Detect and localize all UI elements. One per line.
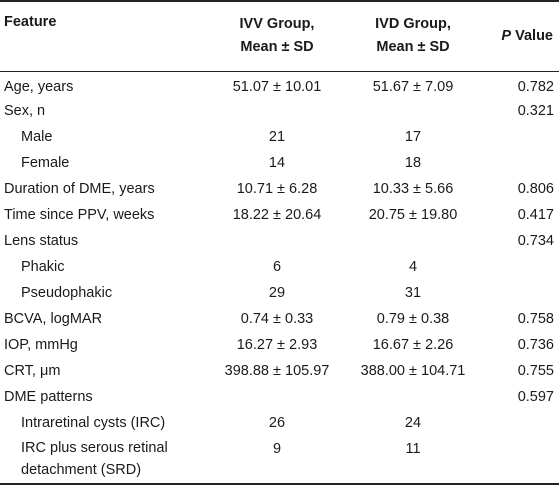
row-feature: Intraretinal cysts (IRC) — [21, 414, 166, 431]
row-p-value: 0.736 — [517, 336, 554, 353]
row-feature: BCVA, logMAR — [4, 310, 103, 327]
row-ivd-value: 17 — [404, 128, 422, 145]
row-feature: Lens status — [4, 232, 79, 249]
table-row: Duration of DME, years 10.71 ± 6.28 10.3… — [0, 176, 559, 202]
table-row: Phakic 6 4 — [0, 254, 559, 280]
table-row: Age, years 51.07 ± 10.01 51.67 ± 7.09 0.… — [0, 71, 559, 98]
row-p-value — [477, 410, 559, 436]
row-ivd-value: 31 — [404, 284, 422, 301]
row-feature: Phakic — [21, 258, 65, 275]
row-ivv-value: 18.22 ± 20.64 — [232, 206, 322, 223]
table-row: Lens status 0.734 — [0, 228, 559, 254]
row-p-value: 0.806 — [517, 180, 554, 197]
header-p-value: P Value — [477, 1, 559, 71]
table-row: Female 14 18 — [0, 150, 559, 176]
row-ivd-value: 11 — [405, 440, 421, 457]
row-ivd-value — [349, 228, 477, 254]
table-row: Time since PPV, weeks 18.22 ± 20.64 20.7… — [0, 202, 559, 228]
header-row: Feature IVV Group, Mean ± SD IVD Group, Me… — [0, 1, 559, 71]
row-ivd-value: 10.33 ± 5.66 — [372, 180, 454, 197]
row-ivd-value: 24 — [404, 414, 422, 431]
header-ivd-group: IVD Group, Mean ± SD — [349, 1, 477, 71]
row-feature: Age, years — [4, 78, 74, 95]
table-row: BCVA, logMAR 0.74 ± 0.33 0.79 ± 0.38 0.7… — [0, 306, 559, 332]
row-p-value: 0.417 — [517, 206, 554, 223]
row-feature: Duration of DME, years — [4, 180, 155, 197]
row-p-value: 0.597 — [517, 388, 554, 405]
row-ivv-value — [205, 98, 349, 124]
header-ivd-line2: Mean ± SD — [376, 39, 450, 56]
row-ivv-value: 398.88 ± 105.97 — [224, 362, 330, 379]
table-row: IOP, mmHg 16.27 ± 2.93 16.67 ± 2.26 0.73… — [0, 332, 559, 358]
row-ivd-value: 18 — [404, 154, 422, 171]
table-body: Age, years 51.07 ± 10.01 51.67 ± 7.09 0.… — [0, 71, 559, 484]
row-ivv-value — [205, 384, 349, 410]
header-p-italic: P — [501, 27, 512, 44]
row-ivv-value: 14 — [268, 154, 286, 171]
row-ivd-value: 16.67 ± 2.26 — [372, 336, 454, 353]
row-p-value — [477, 150, 559, 176]
row-p-value: 0.321 — [517, 102, 554, 119]
row-p-value: 0.755 — [517, 362, 554, 379]
header-p-rest: Value — [511, 27, 553, 44]
row-ivv-value: 21 — [268, 128, 286, 145]
row-ivv-value: 26 — [268, 414, 286, 431]
row-feature: Female — [21, 154, 70, 171]
row-p-value — [477, 254, 559, 280]
table-row: CRT, μm 398.88 ± 105.97 388.00 ± 104.71 … — [0, 358, 559, 384]
row-p-value: 0.782 — [517, 78, 554, 95]
table-row: DME patterns 0.597 — [0, 384, 559, 410]
row-ivv-value: 9 — [272, 440, 282, 457]
header-ivv-line1: IVV Group, — [239, 16, 315, 33]
row-feature: IOP, mmHg — [4, 336, 78, 353]
table-row: Sex, n 0.321 — [0, 98, 559, 124]
table-row: Male 21 17 — [0, 124, 559, 150]
row-p-value — [477, 124, 559, 150]
header-ivd-line1: IVD Group, — [375, 16, 451, 33]
row-feature: DME patterns — [4, 388, 93, 405]
row-ivv-value: 29 — [268, 284, 286, 301]
row-ivv-value: 6 — [272, 258, 282, 275]
row-feature: CRT, μm — [4, 362, 61, 379]
table-row: IRC plus serous retinal detachment (SRD)… — [0, 436, 559, 484]
header-ivv-group: IVV Group, Mean ± SD — [205, 1, 349, 71]
row-ivv-value: 0.74 ± 0.33 — [240, 310, 314, 327]
row-ivd-value — [349, 98, 477, 124]
row-ivv-value: 10.71 ± 6.28 — [236, 180, 318, 197]
row-feature: Pseudophakic — [21, 284, 113, 301]
header-ivv-line2: Mean ± SD — [240, 39, 314, 56]
row-ivd-value: 388.00 ± 104.71 — [360, 362, 466, 379]
row-ivv-value: 51.07 ± 10.01 — [232, 78, 322, 95]
row-p-value: 0.734 — [517, 232, 554, 249]
row-ivd-value: 20.75 ± 19.80 — [368, 206, 458, 223]
row-ivv-value — [205, 228, 349, 254]
row-ivd-value: 0.79 ± 0.38 — [376, 310, 450, 327]
row-ivd-value — [349, 384, 477, 410]
table-header: Feature IVV Group, Mean ± SD IVD Group, Me… — [0, 1, 559, 71]
table-row: Pseudophakic 29 31 — [0, 280, 559, 306]
row-feature: Time since PPV, weeks — [4, 206, 155, 223]
row-ivv-value: 16.27 ± 2.93 — [236, 336, 318, 353]
row-ivd-value: 4 — [408, 258, 418, 275]
row-feature: Male — [21, 128, 53, 145]
header-feature: Feature — [4, 14, 57, 30]
row-p-value — [477, 280, 559, 306]
row-feature: Sex, n — [4, 102, 46, 119]
row-feature: IRC plus serous retinal detachment (SRD) — [21, 440, 168, 478]
row-p-value: 0.758 — [517, 310, 554, 327]
table-row: Intraretinal cysts (IRC) 26 24 — [0, 410, 559, 436]
row-p-value — [477, 436, 559, 484]
row-ivd-value: 51.67 ± 7.09 — [372, 78, 454, 95]
